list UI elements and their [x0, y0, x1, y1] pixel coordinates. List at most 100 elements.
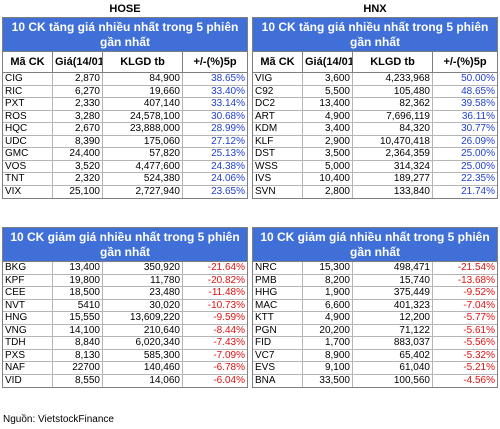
volume-cell: 189,277 — [353, 173, 433, 185]
price-cell: 2,320 — [53, 173, 103, 185]
ticker-cell: TNT — [3, 173, 53, 185]
table-body: VIG 3,600 4,233,968 50.00% C92 5,500 105,480 48… — [253, 73, 497, 198]
change-cell: 27.12% — [211, 135, 245, 147]
table-row: PMB 8,200 15,740 -13.68% — [253, 274, 497, 287]
ticker-cell: PMB — [253, 274, 303, 286]
price-cell: 15,550 — [53, 312, 103, 324]
volume-cell: 61,040 — [353, 362, 433, 374]
volume-cell: 65,402 — [353, 349, 433, 361]
ticker-cell: BNA — [253, 374, 303, 387]
volume-cell: 30,020 — [103, 299, 183, 311]
volume-cell: 12,200 — [353, 312, 433, 324]
change-cell: -5.77% — [463, 312, 495, 323]
ticker-cell: NAF — [3, 362, 53, 374]
ticker-cell: VOS — [3, 160, 53, 172]
volume-cell: 100,560 — [353, 374, 433, 387]
change-cell: 25.13% — [211, 148, 245, 159]
ticker-cell: DC2 — [253, 98, 303, 110]
volume-cell: 82,362 — [353, 98, 433, 110]
table-row: VC7 8,900 65,402 -5.32% — [253, 349, 497, 362]
volume-cell: 19,660 — [103, 85, 183, 97]
volume-cell: 133,840 — [353, 185, 433, 198]
price-cell: 3,400 — [303, 123, 353, 135]
change-cell: -13.68% — [457, 274, 495, 286]
table-row: KLF 2,900 10,470,418 26.09% — [253, 135, 497, 148]
hose-label: HOSE — [109, 3, 141, 15]
volume-cell: 350,920 — [103, 262, 183, 274]
volume-cell: 375,449 — [353, 287, 433, 299]
price-cell: 5,500 — [303, 85, 353, 97]
ticker-cell: RIC — [3, 85, 53, 97]
change-cell: -7.04% — [463, 299, 495, 311]
column-header: Mã CK — [253, 52, 303, 72]
column-header: Mã CK — [3, 52, 53, 72]
table-row: ART 4,900 7,696,119 36.11% — [253, 110, 497, 123]
price-cell: 1,900 — [303, 287, 353, 299]
change-cell: 38.65% — [211, 73, 245, 84]
price-cell: 19,800 — [53, 274, 103, 286]
ticker-cell: ROS — [3, 110, 53, 122]
table-row: IVS 10,400 189,277 22.35% — [253, 173, 497, 186]
volume-cell: 883,037 — [353, 337, 433, 349]
table-row: DC2 13,400 82,362 39.58% — [253, 98, 497, 111]
ticker-cell: CEE — [3, 287, 53, 299]
table-row: VOS 3,520 4,477,600 24.38% — [3, 160, 247, 173]
price-cell: 22700 — [53, 362, 103, 374]
hose-gainers-table: 10 CK tăng giá nhiều nhất trong 5 phiên … — [2, 17, 248, 199]
column-header: KLGD tb — [353, 52, 433, 72]
change-cell: 28.99% — [211, 123, 245, 134]
price-cell: 8,390 — [53, 135, 103, 147]
ticker-cell: VC7 — [253, 349, 303, 361]
table-header: Mã CK Giá(14/01) KLGD tb +/-(%)5p — [253, 52, 497, 73]
ticker-cell: CIG — [3, 73, 53, 85]
ticker-cell: KPF — [3, 274, 53, 286]
column-header: +/-(%)5p — [193, 56, 237, 68]
table-row: SVN 2,800 133,840 21.74% — [253, 185, 497, 198]
ticker-cell: VIG — [253, 73, 303, 85]
ticker-cell: EVS — [253, 362, 303, 374]
ticker-cell: KTT — [253, 312, 303, 324]
change-cell: -9.52% — [463, 287, 495, 298]
change-cell: -7.43% — [213, 337, 245, 348]
price-cell: 5,000 — [303, 160, 353, 172]
volume-cell: 23,480 — [103, 287, 183, 299]
change-cell: -5.56% — [463, 337, 495, 348]
table-row: BNA 33,500 100,560 -4.56% — [253, 374, 497, 387]
price-cell: 1,700 — [303, 337, 353, 349]
table-row: NRC 15,300 498,471 -21.54% — [253, 262, 497, 275]
table-row: PXT 2,330 407,140 33.14% — [3, 98, 247, 111]
change-cell: -6.78% — [213, 362, 245, 373]
volume-cell: 23,888,000 — [103, 123, 183, 135]
table-row: HHG 1,900 375,449 -9.52% — [253, 287, 497, 300]
change-cell: 50.00% — [461, 73, 495, 84]
change-cell: 33.40% — [211, 85, 245, 97]
table-row: PXS 8,130 585,300 -7.09% — [3, 349, 247, 362]
price-cell: 2,870 — [53, 73, 103, 85]
price-cell: 6,270 — [53, 85, 103, 97]
table-row: CIG 2,870 84,900 38.65% — [3, 73, 247, 86]
volume-cell: 10,470,418 — [353, 135, 433, 147]
column-header: Giá(14/01) — [303, 52, 353, 72]
table-row: FID 1,700 883,037 -5.56% — [253, 337, 497, 350]
column-header: +/-(%)5p — [443, 56, 487, 68]
volume-cell: 15,740 — [353, 274, 433, 286]
change-cell: -7.09% — [213, 349, 245, 361]
price-cell: 20,200 — [303, 324, 353, 336]
ticker-cell: KLF — [253, 135, 303, 147]
price-cell: 13,400 — [53, 262, 103, 274]
table-row: DST 3,500 2,364,359 25.00% — [253, 148, 497, 161]
volume-cell: 2,364,359 — [353, 148, 433, 160]
ticker-cell: WSS — [253, 160, 303, 172]
price-cell: 24,400 — [53, 148, 103, 160]
volume-cell: 71,122 — [353, 324, 433, 336]
change-cell: -21.64% — [207, 262, 245, 273]
table-row: ROS 3,280 24,578,100 30.68% — [3, 110, 247, 123]
ticker-cell: HHG — [253, 287, 303, 299]
table-row: MAC 6,600 401,323 -7.04% — [253, 299, 497, 312]
volume-cell: 105,480 — [353, 85, 433, 97]
column-header: KLGD tb — [103, 52, 183, 72]
hnx-label: HNX — [363, 3, 387, 15]
volume-cell: 585,300 — [103, 349, 183, 361]
change-cell: -9.59% — [213, 312, 245, 323]
